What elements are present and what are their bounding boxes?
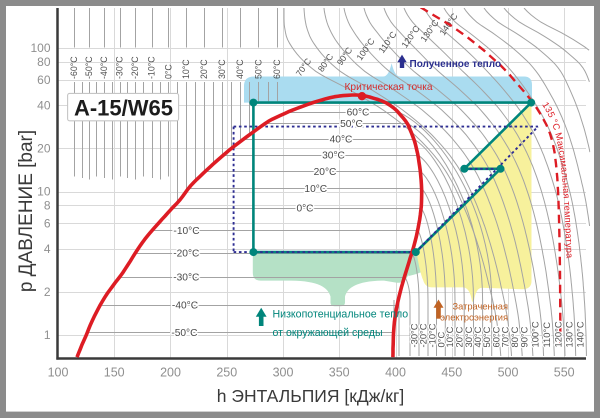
svg-text:-50°C: -50°C [84,56,94,79]
svg-text:-50°C: -50°C [171,328,197,339]
svg-text:10: 10 [37,185,51,199]
svg-text:140°C: 140°C [574,321,585,347]
svg-text:50°C: 50°C [481,326,492,347]
svg-text:10°C: 10°C [181,59,191,79]
svg-text:250: 250 [216,366,237,380]
svg-text:6: 6 [44,217,51,231]
svg-text:50°C: 50°C [254,59,264,79]
svg-text:150: 150 [104,366,125,380]
svg-text:200: 200 [160,366,181,380]
svg-text:20°C: 20°C [199,59,209,79]
svg-text:20°C: 20°C [454,326,465,347]
svg-text:90°C: 90°C [519,326,530,347]
svg-text:20: 20 [37,142,51,156]
svg-text:500: 500 [498,366,519,380]
svg-text:-40°C: -40°C [99,56,109,79]
svg-text:8: 8 [44,199,51,213]
svg-text:450: 450 [441,366,462,380]
svg-text:20°C: 20°C [314,167,337,178]
svg-text:2: 2 [44,285,51,299]
svg-text:-30°C: -30°C [115,56,125,79]
svg-text:120°C: 120°C [552,321,563,347]
svg-text:30°C: 30°C [463,326,474,347]
svg-text:0°C: 0°C [164,64,174,79]
svg-text:100°C: 100°C [530,321,541,347]
svg-text:60°C: 60°C [490,326,501,347]
svg-text:0°C: 0°C [296,204,313,215]
svg-text:60: 60 [37,73,51,87]
svg-text:100: 100 [48,366,69,380]
svg-text:0°C: 0°C [435,332,446,348]
svg-text:Критическая точка: Критическая точка [345,82,433,93]
svg-text:100: 100 [30,41,50,55]
svg-text:-20°C: -20°C [173,248,199,259]
svg-text:10°C: 10°C [304,184,327,195]
svg-text:70°C: 70°C [499,326,510,347]
svg-text:электроэнергия: электроэнергия [440,312,508,322]
svg-text:р ДАВЛЕНИЕ [bar]: р ДАВЛЕНИЕ [bar] [16,130,37,292]
svg-text:30°C: 30°C [322,150,345,161]
svg-text:110°C: 110°C [541,322,552,348]
svg-text:-10°C: -10°C [427,323,438,347]
svg-text:-30°C: -30°C [409,323,420,347]
svg-text:-10°C: -10°C [147,56,157,79]
svg-text:60°C: 60°C [272,59,282,79]
svg-text:Затраченная: Затраченная [453,301,508,311]
svg-text:30°C: 30°C [217,59,227,79]
svg-text:80: 80 [37,55,51,69]
svg-text:50°C: 50°C [340,119,363,130]
svg-text:Полученное тепло: Полученное тепло [410,59,502,70]
svg-text:130°C: 130°C [563,321,574,347]
svg-text:4: 4 [44,242,51,256]
svg-text:80°C: 80°C [509,326,520,347]
svg-text:h ЭНТАЛЬПИЯ [кДж/кг]: h ЭНТАЛЬПИЯ [кДж/кг] [217,386,404,406]
svg-text:400: 400 [385,366,406,380]
svg-text:-20°C: -20°C [130,56,140,79]
svg-text:-60°C: -60°C [69,56,79,79]
svg-text:-40°C: -40°C [172,300,198,311]
svg-text:40°C: 40°C [472,326,483,347]
svg-text:350: 350 [329,366,350,380]
svg-text:10°C: 10°C [444,326,455,347]
svg-text:-30°C: -30°C [173,273,199,284]
svg-text:300: 300 [273,366,294,380]
svg-text:-10°C: -10°C [173,226,199,237]
svg-text:1: 1 [44,328,51,342]
svg-text:А-15/W65: А-15/W65 [74,95,173,120]
svg-text:от окружающей среды: от окружающей среды [273,327,383,339]
svg-text:40: 40 [37,98,51,112]
svg-text:60°C: 60°C [347,107,370,118]
svg-text:550: 550 [554,366,575,380]
svg-text:40°C: 40°C [235,59,245,79]
svg-text:Низкопотенциальное тепло: Низкопотенциальное тепло [273,309,409,321]
svg-text:-20°C: -20°C [418,323,429,347]
svg-text:40°C: 40°C [330,135,353,146]
